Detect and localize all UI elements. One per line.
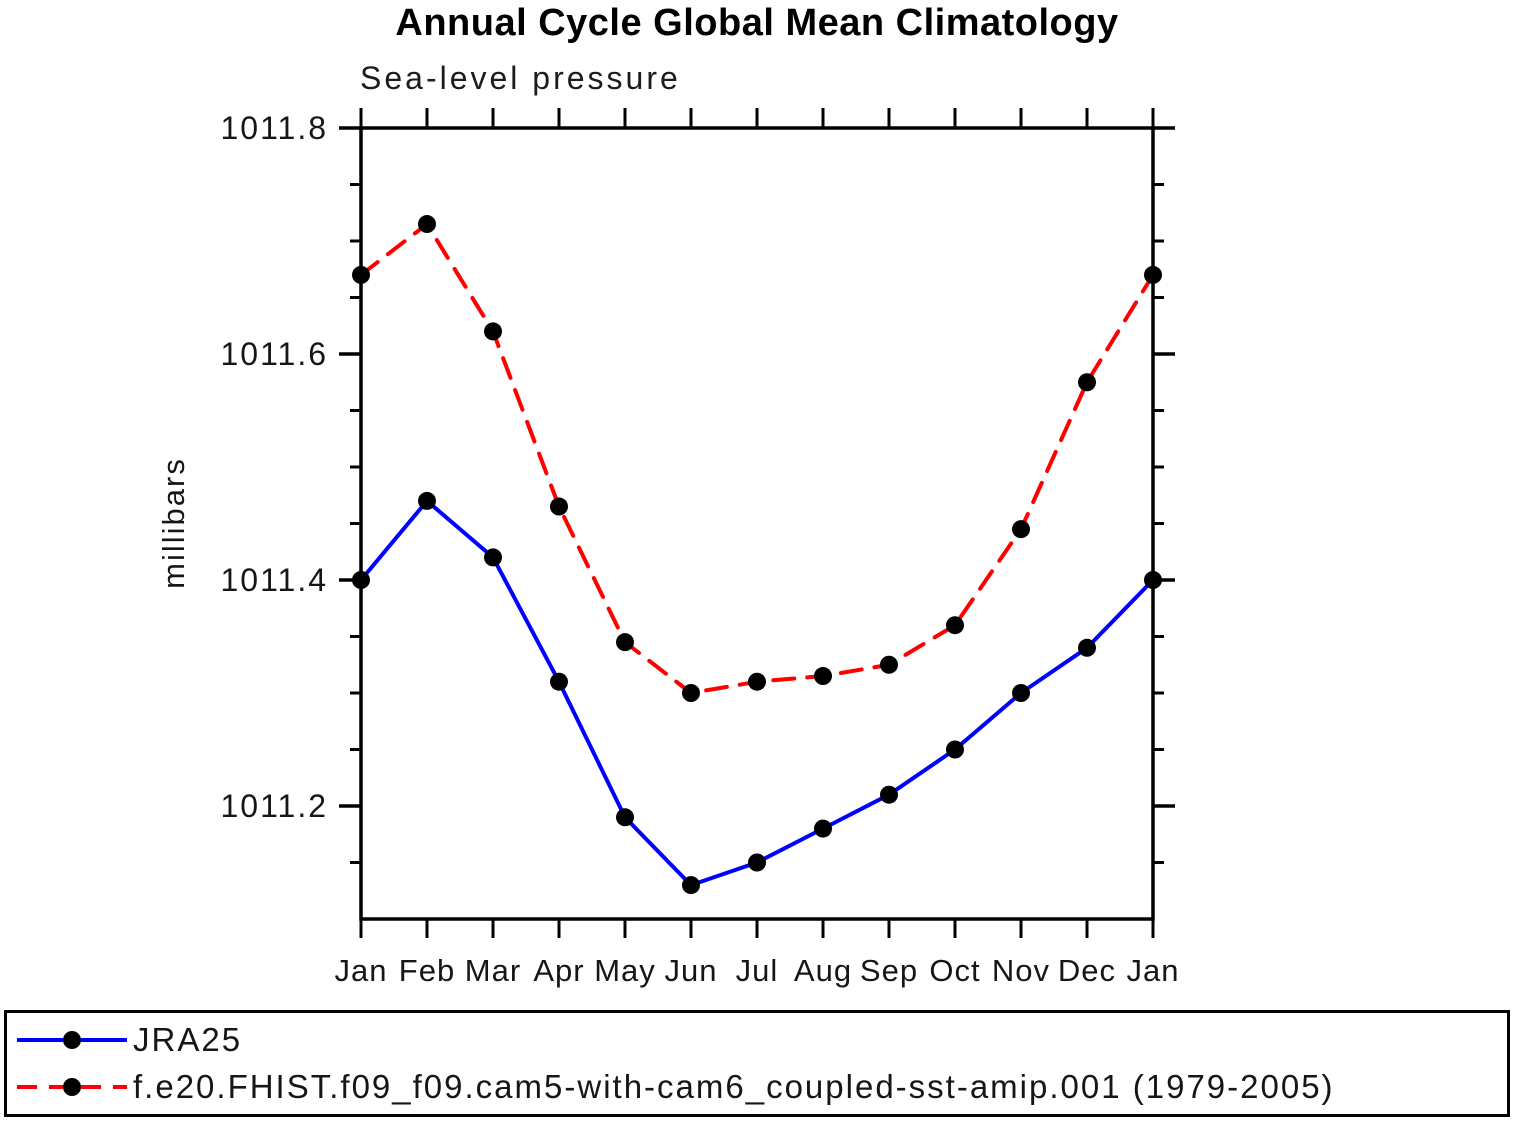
data-point-jra25 bbox=[1144, 571, 1162, 589]
x-tick-label: Oct bbox=[929, 953, 980, 988]
x-tick-label: Jan bbox=[1127, 953, 1180, 988]
x-tick-label: Apr bbox=[533, 953, 584, 988]
data-point-model bbox=[946, 616, 964, 635]
x-tick-label: Aug bbox=[794, 953, 852, 988]
data-point-model bbox=[352, 265, 370, 284]
data-point-jra25 bbox=[946, 740, 964, 759]
data-point-model bbox=[484, 322, 502, 341]
x-tick-label: Dec bbox=[1058, 953, 1116, 988]
y-tick-label: 1011.4 bbox=[221, 562, 329, 598]
chart-subtitle: Sea-level pressure bbox=[360, 60, 681, 96]
data-point-jra25 bbox=[1012, 684, 1030, 702]
series-line-model bbox=[359, 222, 1155, 695]
x-tick-label: Sep bbox=[860, 953, 918, 988]
legend-box: JRA25 f.e20.FHIST.f09_f09.cam5-with-cam6… bbox=[4, 1010, 1510, 1117]
data-point-model bbox=[550, 497, 568, 516]
plot-frame bbox=[359, 126, 1155, 921]
x-tick-label: Jul bbox=[736, 953, 779, 988]
y-tick-label: 1011.8 bbox=[221, 110, 329, 146]
y-tick-label: 1011.6 bbox=[221, 336, 329, 372]
data-point-model bbox=[748, 672, 766, 691]
data-point-model bbox=[418, 215, 436, 234]
data-point-jra25 bbox=[748, 853, 766, 872]
data-point-model bbox=[814, 667, 832, 686]
legend-label-jra25: JRA25 bbox=[133, 1021, 243, 1058]
x-tick-label: May bbox=[594, 953, 656, 988]
data-point-jra25 bbox=[418, 491, 436, 510]
y-axis-label: millibars bbox=[156, 457, 191, 589]
chart-title: Annual Cycle Global Mean Climatology bbox=[395, 2, 1119, 44]
x-tick-label: Jan bbox=[335, 953, 388, 988]
legend-item-jra25: JRA25 bbox=[13, 1022, 242, 1058]
data-point-jra25 bbox=[484, 548, 502, 567]
data-point-jra25 bbox=[880, 785, 898, 804]
series-line-jra25 bbox=[359, 498, 1155, 888]
legend-item-model: f.e20.FHIST.f09_f09.cam5-with-cam6_coupl… bbox=[13, 1069, 1335, 1105]
data-point-jra25 bbox=[682, 876, 700, 895]
legend-label-model: f.e20.FHIST.f09_f09.cam5-with-cam6_coupl… bbox=[133, 1068, 1335, 1105]
x-tick-label: Jun bbox=[665, 953, 718, 988]
data-point-model bbox=[1078, 373, 1096, 392]
legend-line-sample-solid-blue bbox=[17, 1031, 127, 1049]
data-point-model bbox=[616, 633, 634, 652]
data-point-jra25 bbox=[616, 808, 634, 827]
legend-marker-dot bbox=[63, 1078, 81, 1096]
data-point-model bbox=[880, 655, 898, 674]
x-tick-label: Mar bbox=[465, 953, 521, 988]
legend-line-sample-dashed-red bbox=[17, 1078, 127, 1096]
data-point-model bbox=[1012, 520, 1030, 539]
data-point-jra25 bbox=[814, 819, 832, 838]
data-point-model bbox=[682, 684, 700, 702]
x-tick-label: Feb bbox=[399, 953, 455, 988]
data-point-jra25 bbox=[352, 571, 370, 589]
data-point-jra25 bbox=[1078, 638, 1096, 657]
data-point-jra25 bbox=[550, 672, 568, 691]
x-tick-label: Nov bbox=[992, 953, 1050, 988]
legend-marker-dot bbox=[63, 1031, 81, 1049]
y-tick-label: 1011.2 bbox=[221, 788, 329, 824]
data-point-model bbox=[1144, 265, 1162, 284]
